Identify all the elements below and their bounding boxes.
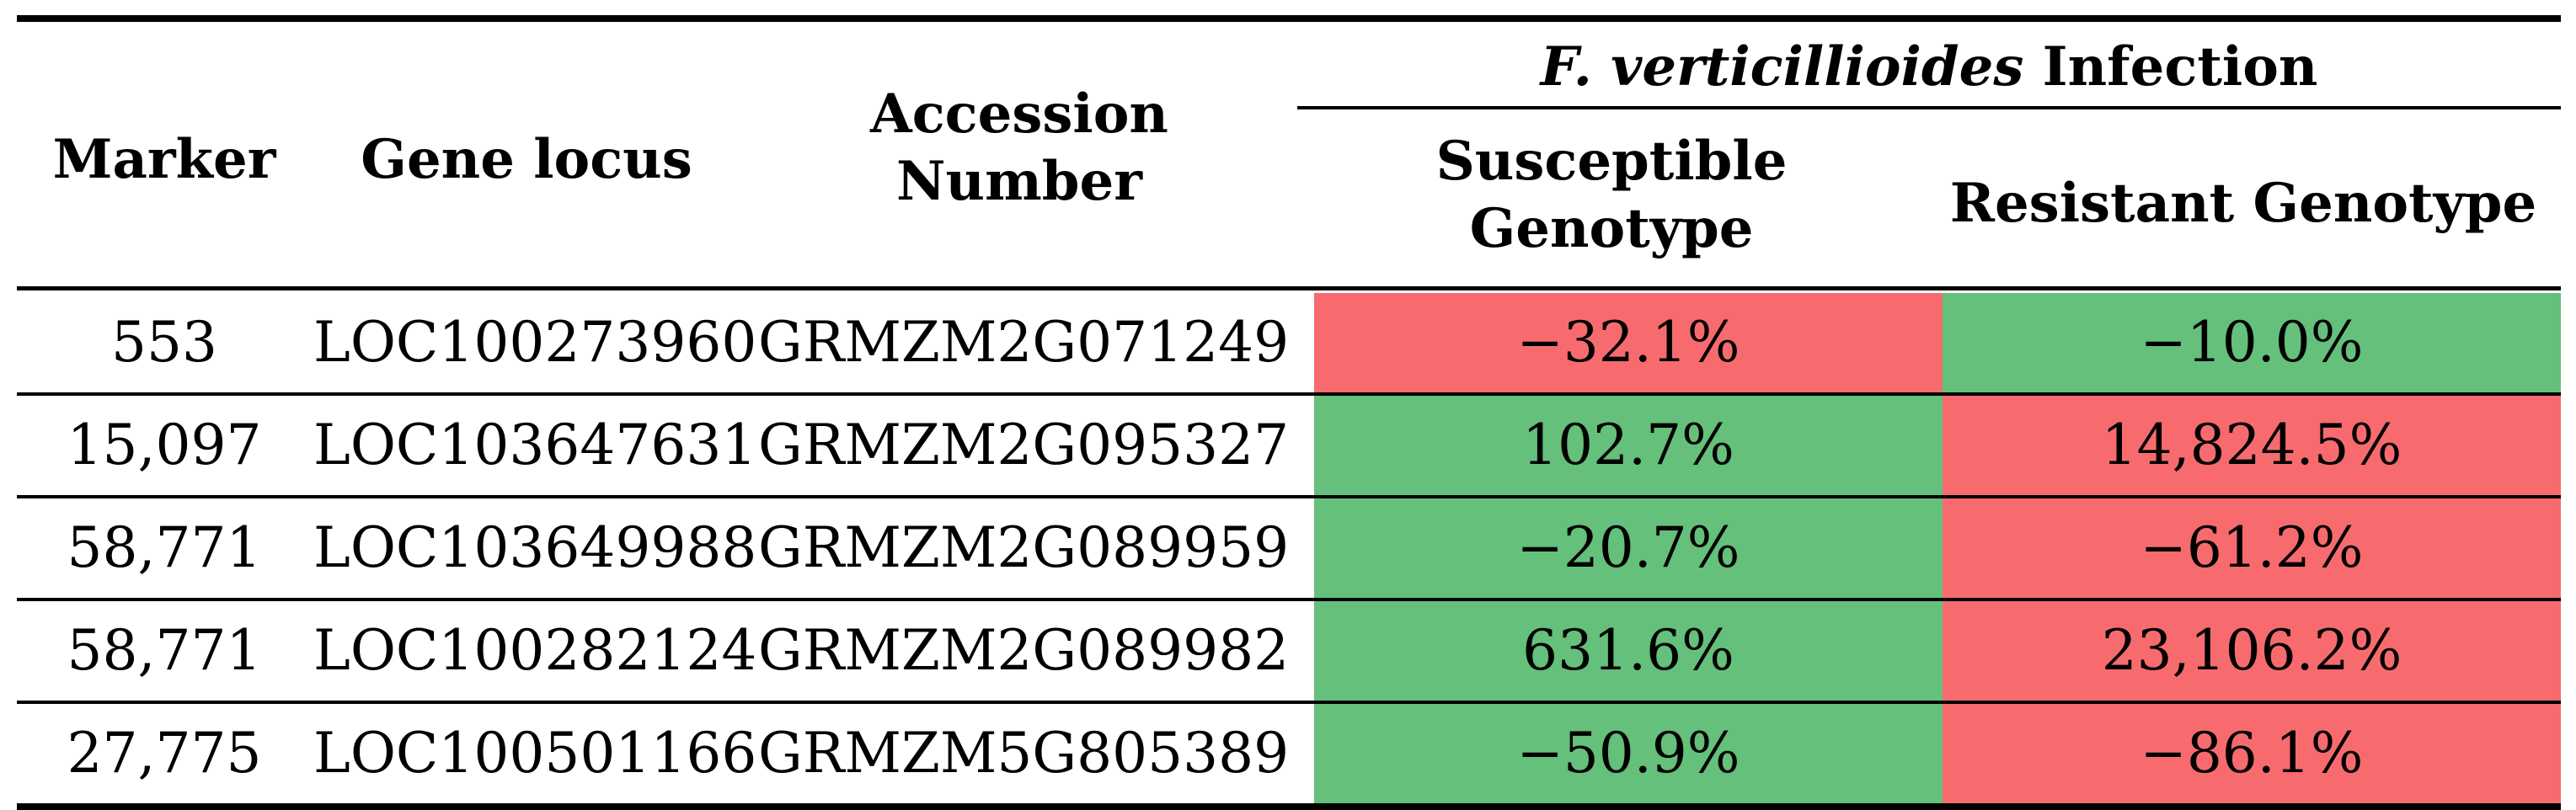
cell-susceptible: 631.6% <box>1314 601 1943 701</box>
table-row: 58,771 LOC103649988 GRMZM2G089959 −20.7% −61… <box>17 495 2561 598</box>
table-row: 15,097 LOC103647631 GRMZM2G095327 102.7% 14,… <box>17 392 2561 495</box>
header-infection-group: F. verticillioides Infection <box>1297 34 2561 101</box>
header-susceptible-genotype: Susceptible Genotype <box>1297 128 1926 263</box>
cell-gene-locus: LOC103649988 <box>313 515 757 580</box>
cell-resistant: 23,106.2% <box>1943 601 2561 701</box>
bottom-rule <box>17 803 2561 810</box>
cell-accession: GRMZM2G071249 <box>758 310 1290 375</box>
header-group-species: F. verticillioides <box>1540 35 2024 99</box>
cell-marker: 58,771 <box>67 515 262 580</box>
cell-gene-locus: LOC100282124 <box>313 618 757 683</box>
cell-susceptible: −50.9% <box>1314 704 1943 803</box>
header-accession-number: Accession Number <box>741 81 1297 216</box>
cell-susceptible: −20.7% <box>1314 498 1943 598</box>
header-group-infection: Infection <box>2042 35 2318 99</box>
cell-resistant: 14,824.5% <box>1943 396 2561 495</box>
cell-gene-locus: LOC103647631 <box>313 413 757 477</box>
cell-accession: GRMZM2G089982 <box>758 618 1290 683</box>
cell-marker: 58,771 <box>67 618 262 683</box>
header-marker: Marker <box>52 128 276 191</box>
cell-marker: 15,097 <box>67 413 262 477</box>
header-susceptible-line1: Susceptible <box>1435 130 1788 193</box>
group-rule <box>1297 106 2561 109</box>
top-rule <box>17 15 2561 22</box>
cell-marker: 27,775 <box>67 721 262 786</box>
cell-accession: GRMZM5G805389 <box>758 721 1290 786</box>
header-accession-line1: Accession <box>870 83 1168 146</box>
header-gene-locus: Gene locus <box>361 128 692 191</box>
header-rule <box>17 286 2561 290</box>
cell-resistant: −10.0% <box>1943 293 2561 392</box>
header-susceptible-line2: Genotype <box>1469 197 1754 260</box>
cell-susceptible: −32.1% <box>1314 293 1943 392</box>
header-resistant-genotype: Resistant Genotype <box>1949 172 2537 235</box>
header-accession-line2: Number <box>896 150 1142 213</box>
cell-gene-locus: LOC100501166 <box>313 721 757 786</box>
cell-marker: 553 <box>111 310 217 375</box>
cell-gene-locus: LOC100273960 <box>313 310 757 375</box>
table-row: 58,771 LOC100282124 GRMZM2G089982 631.6% 23,… <box>17 598 2561 701</box>
cell-susceptible: 102.7% <box>1314 396 1943 495</box>
cell-resistant: −61.2% <box>1943 498 2561 598</box>
cell-resistant: −86.1% <box>1943 704 2561 803</box>
table-row: 27,775 LOC100501166 GRMZM5G805389 −50.9% −86… <box>17 701 2561 803</box>
cell-accession: GRMZM2G089959 <box>758 515 1290 580</box>
cell-accession: GRMZM2G095327 <box>758 413 1290 477</box>
table-body: 553 LOC100273960 GRMZM2G071249 −32.1% −10.0%… <box>17 293 2561 803</box>
table-row: 553 LOC100273960 GRMZM2G071249 −32.1% −10.0% <box>17 293 2561 392</box>
